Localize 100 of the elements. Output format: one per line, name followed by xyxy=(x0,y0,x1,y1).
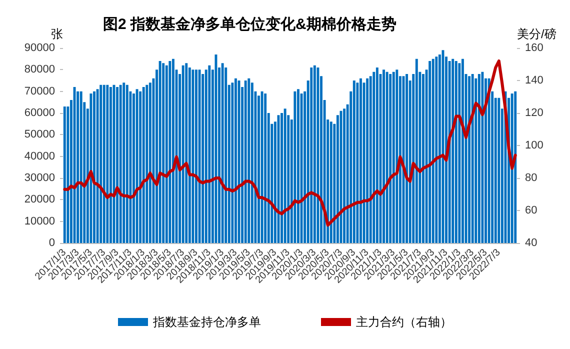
bar xyxy=(139,91,142,243)
bar xyxy=(146,84,148,243)
bar xyxy=(468,76,471,243)
bar xyxy=(250,82,254,243)
bar xyxy=(109,87,112,243)
bar xyxy=(336,115,339,243)
y2-tick-label: 140 xyxy=(525,74,544,86)
y2-tick-label: 60 xyxy=(525,204,538,216)
y2-tick-label: 120 xyxy=(525,107,544,119)
bar xyxy=(372,72,376,243)
bar xyxy=(264,94,267,243)
legend-label: 主力合约（右轴） xyxy=(356,315,452,329)
bar xyxy=(510,94,514,243)
bar xyxy=(330,122,332,243)
bar xyxy=(435,56,438,243)
bar xyxy=(362,82,366,243)
bar xyxy=(192,70,194,243)
bar xyxy=(182,65,184,243)
y2-tick-label: 100 xyxy=(525,140,544,152)
bar xyxy=(296,89,300,243)
bar xyxy=(90,94,92,243)
bar xyxy=(106,84,109,243)
bar xyxy=(392,72,395,243)
bar xyxy=(366,78,369,243)
y-tick-label: 70000 xyxy=(24,85,55,98)
bar xyxy=(119,84,122,243)
bar xyxy=(165,65,168,243)
bar xyxy=(248,78,250,243)
bar xyxy=(294,91,296,243)
y2-tick-label: 40 xyxy=(525,237,538,249)
bar xyxy=(389,74,392,243)
bar xyxy=(356,82,359,243)
y2-tick-label: 80 xyxy=(525,172,538,184)
y2-tick-label: 160 xyxy=(525,42,544,54)
bar xyxy=(432,58,434,243)
bar xyxy=(244,80,247,243)
bar xyxy=(231,82,234,243)
bar xyxy=(352,80,356,243)
bar xyxy=(369,76,372,243)
bar xyxy=(284,108,286,243)
y-tick-label: 0 xyxy=(48,237,55,249)
y-tick-label: 60000 xyxy=(24,107,55,119)
line-series xyxy=(63,60,517,227)
y-tick-label: 90000 xyxy=(24,42,55,54)
bar xyxy=(396,70,398,243)
bar xyxy=(258,96,260,243)
bar xyxy=(428,61,432,243)
bar xyxy=(116,87,119,243)
bar xyxy=(442,50,444,243)
bar xyxy=(343,108,346,243)
bar xyxy=(195,70,198,243)
bar xyxy=(168,61,172,243)
bar xyxy=(136,89,138,243)
bar xyxy=(386,72,388,243)
y-tick-label: 50000 xyxy=(24,128,55,141)
y-axis-title: 张 xyxy=(51,27,63,41)
bar xyxy=(80,91,82,243)
bar xyxy=(488,78,490,243)
bar xyxy=(376,68,378,243)
bar xyxy=(221,63,224,243)
bar xyxy=(76,91,80,243)
y-tick-label: 10000 xyxy=(24,215,55,228)
bar xyxy=(148,82,152,243)
bar xyxy=(452,58,454,243)
bar xyxy=(198,70,201,243)
bar xyxy=(514,91,517,243)
y-tick-label: 20000 xyxy=(24,194,55,206)
bar xyxy=(498,98,500,243)
bar xyxy=(214,54,218,243)
bar xyxy=(142,87,145,243)
bar xyxy=(100,84,102,243)
bar xyxy=(474,78,478,243)
y2-axis-title: 美分/磅 xyxy=(517,27,556,41)
bar xyxy=(63,106,66,243)
bar xyxy=(260,91,264,243)
bar xyxy=(310,68,313,243)
bar xyxy=(158,61,162,243)
bar xyxy=(382,70,385,243)
legend-label: 指数基金持仓净多单 xyxy=(152,315,261,329)
bar xyxy=(234,78,237,243)
bar xyxy=(102,84,106,243)
bar xyxy=(185,63,188,243)
bar xyxy=(406,74,408,243)
bar xyxy=(461,58,464,243)
y-tick-label: 80000 xyxy=(24,64,55,76)
bar xyxy=(458,63,461,243)
bar xyxy=(93,91,96,243)
bar xyxy=(208,65,211,243)
y-tick-label: 40000 xyxy=(24,150,55,162)
bar xyxy=(162,63,165,243)
bar xyxy=(172,58,174,243)
bar xyxy=(454,61,458,243)
bar xyxy=(481,72,484,243)
bar xyxy=(313,65,316,243)
bar xyxy=(126,84,128,243)
bar xyxy=(204,70,208,243)
y-tick-label: 30000 xyxy=(24,172,55,184)
bar xyxy=(471,74,474,243)
bar xyxy=(415,58,418,243)
bar xyxy=(478,74,480,243)
